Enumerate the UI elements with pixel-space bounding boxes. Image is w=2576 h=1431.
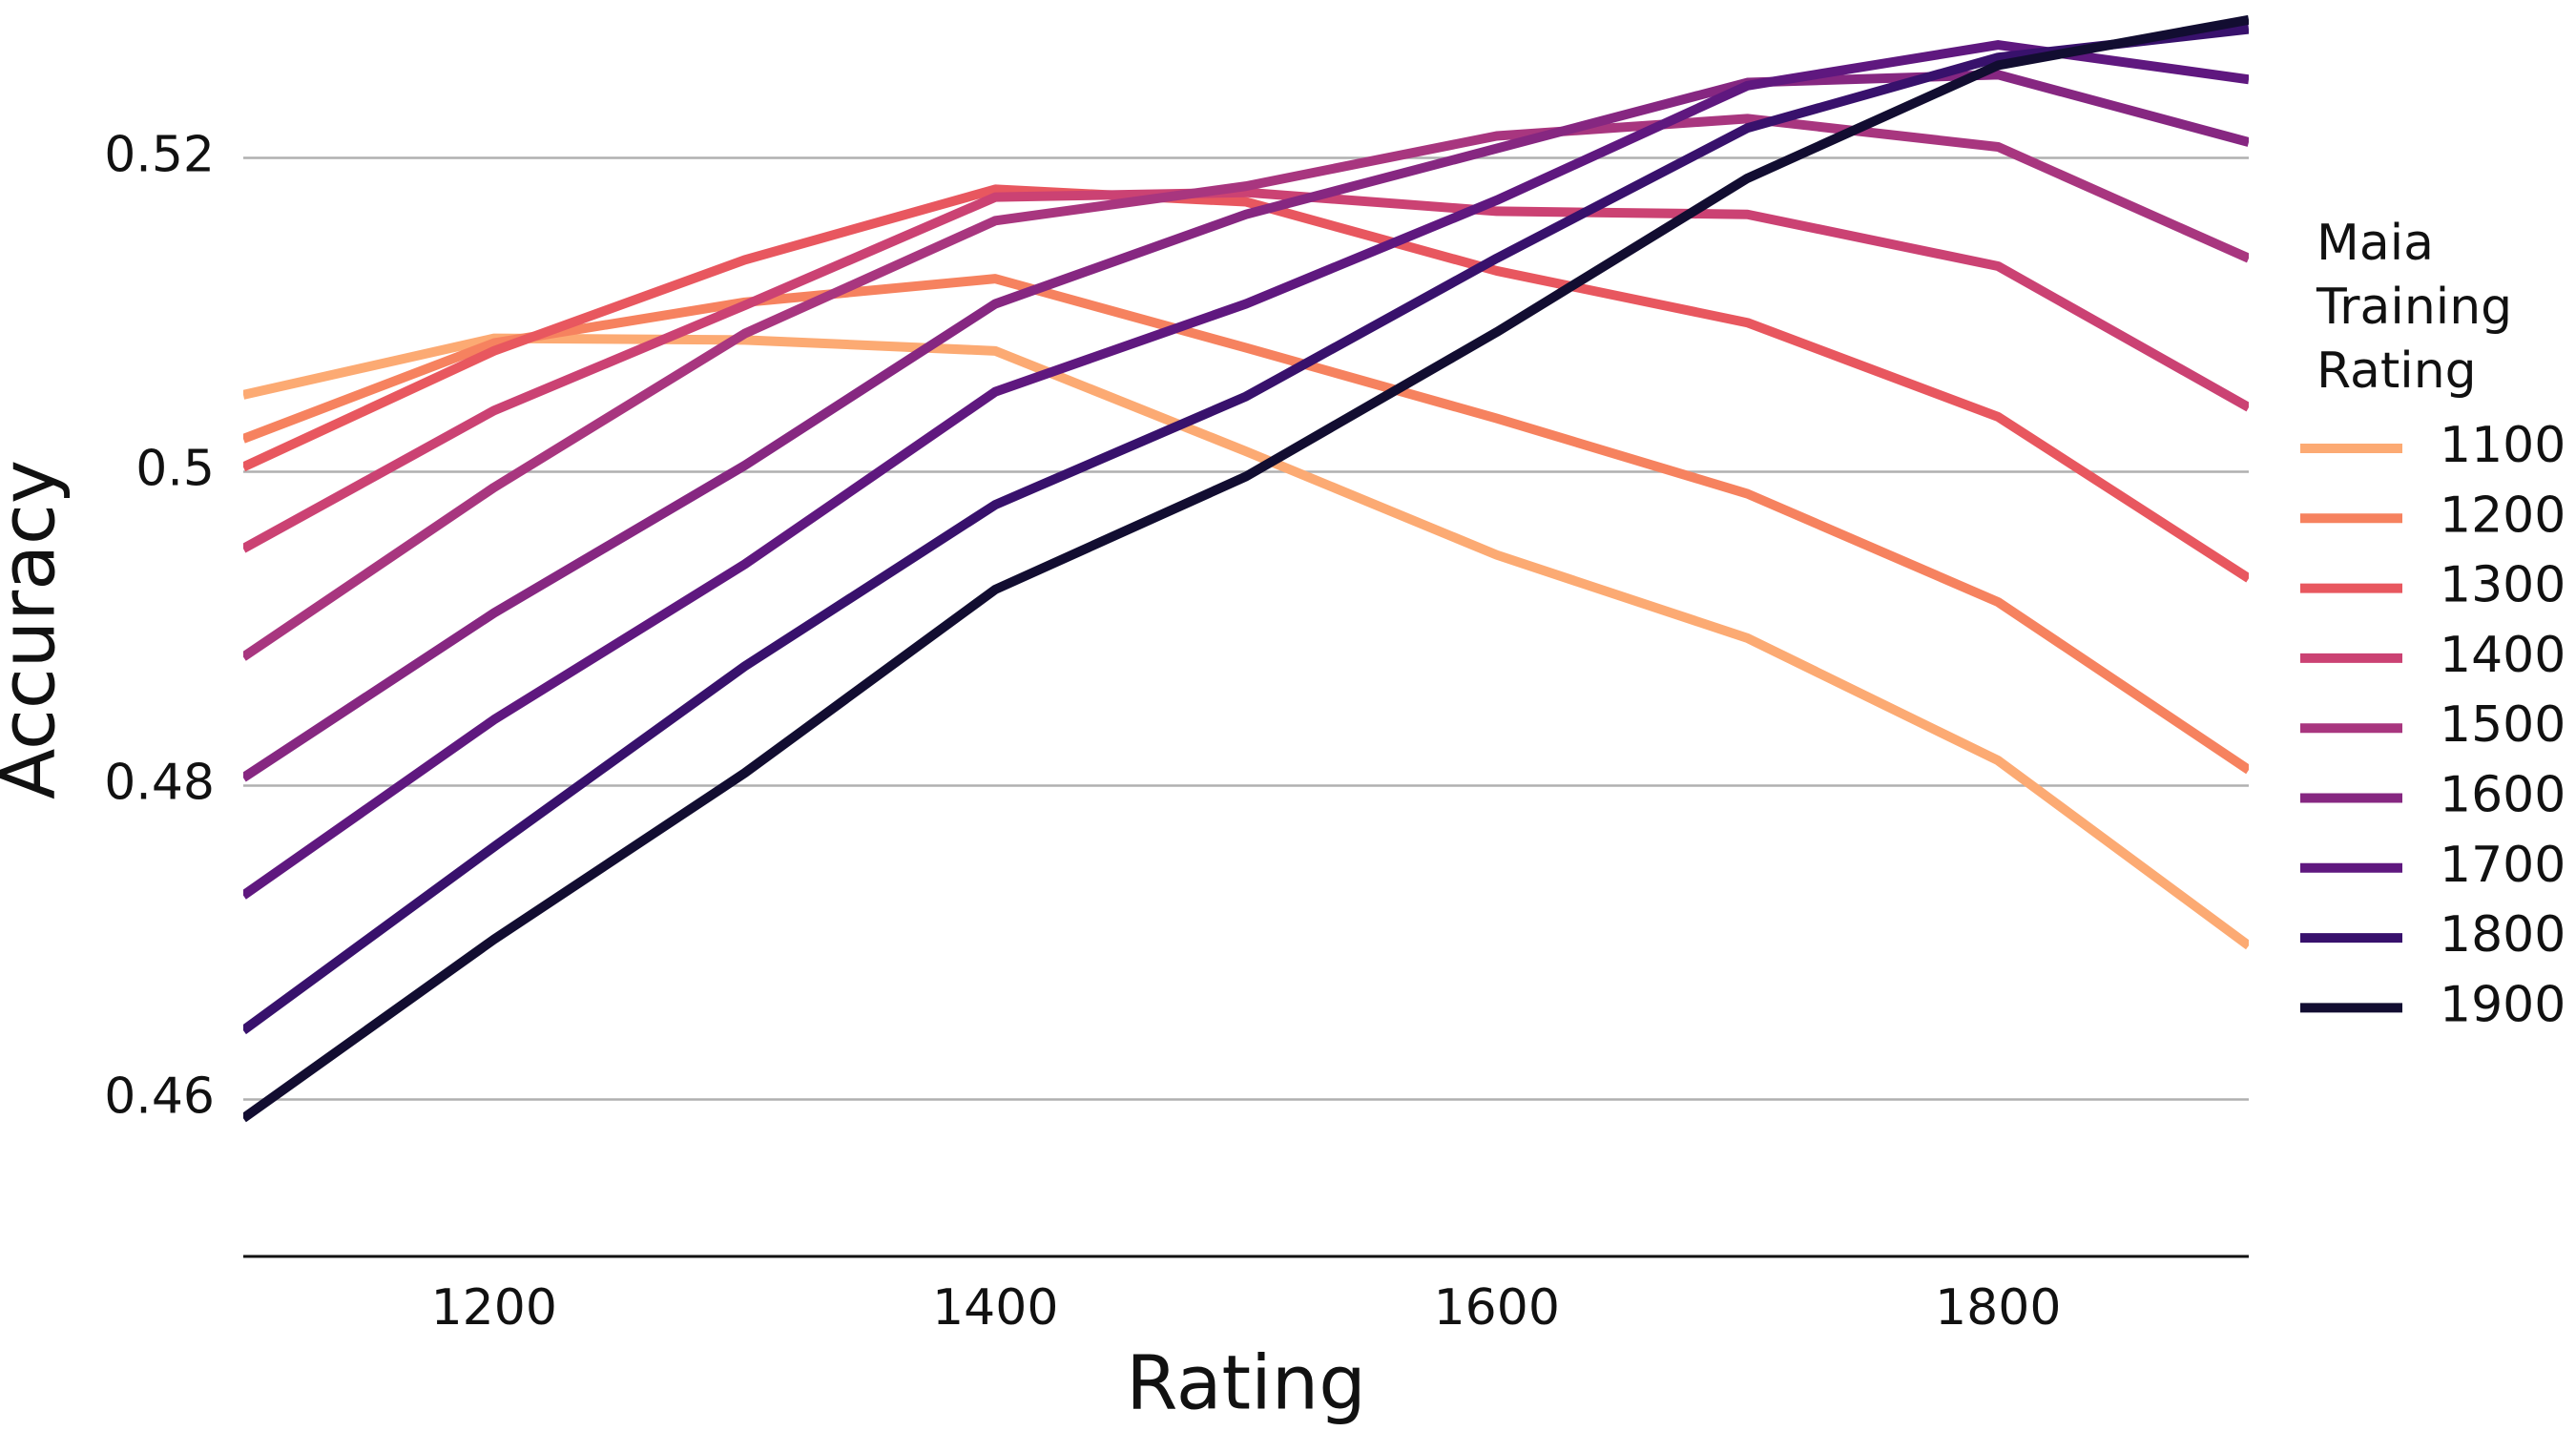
- y-axis-label: Accuracy: [0, 460, 72, 799]
- x-tick-label: 1800: [1935, 1279, 2061, 1337]
- data-line: [243, 184, 2249, 583]
- data-line: [243, 40, 2249, 900]
- legend-label: 1100: [2440, 417, 2566, 474]
- y-tick-label: 0.48: [104, 755, 215, 812]
- x-tick-label: 1200: [431, 1279, 557, 1337]
- x-axis-label: Rating: [1126, 1340, 1365, 1426]
- legend-label: 1200: [2440, 487, 2566, 544]
- data-line: [243, 24, 2249, 1035]
- legend-title: Maia: [2316, 215, 2434, 272]
- legend-label: 1900: [2440, 976, 2566, 1033]
- y-tick-label: 0.52: [104, 127, 215, 184]
- x-tick-label: 1600: [1434, 1279, 1560, 1337]
- data-line: [243, 187, 2249, 553]
- legend-title: Training: [2316, 279, 2512, 336]
- data-line: [243, 14, 2249, 1123]
- legend-label: 1800: [2440, 906, 2566, 964]
- legend-label: 1500: [2440, 696, 2566, 754]
- data-line: [243, 114, 2249, 661]
- y-tick-label: 0.5: [135, 441, 215, 498]
- y-tick-label: 0.46: [104, 1068, 215, 1126]
- data-line: [243, 333, 2249, 950]
- data-line: [243, 70, 2249, 782]
- data-line: [243, 274, 2249, 775]
- legend-label: 1700: [2440, 837, 2566, 894]
- legend-label: 1300: [2440, 557, 2566, 614]
- x-tick-label: 1400: [932, 1279, 1058, 1337]
- legend-label: 1400: [2440, 627, 2566, 684]
- legend-label: 1600: [2440, 767, 2566, 824]
- legend-title: Rating: [2316, 342, 2477, 400]
